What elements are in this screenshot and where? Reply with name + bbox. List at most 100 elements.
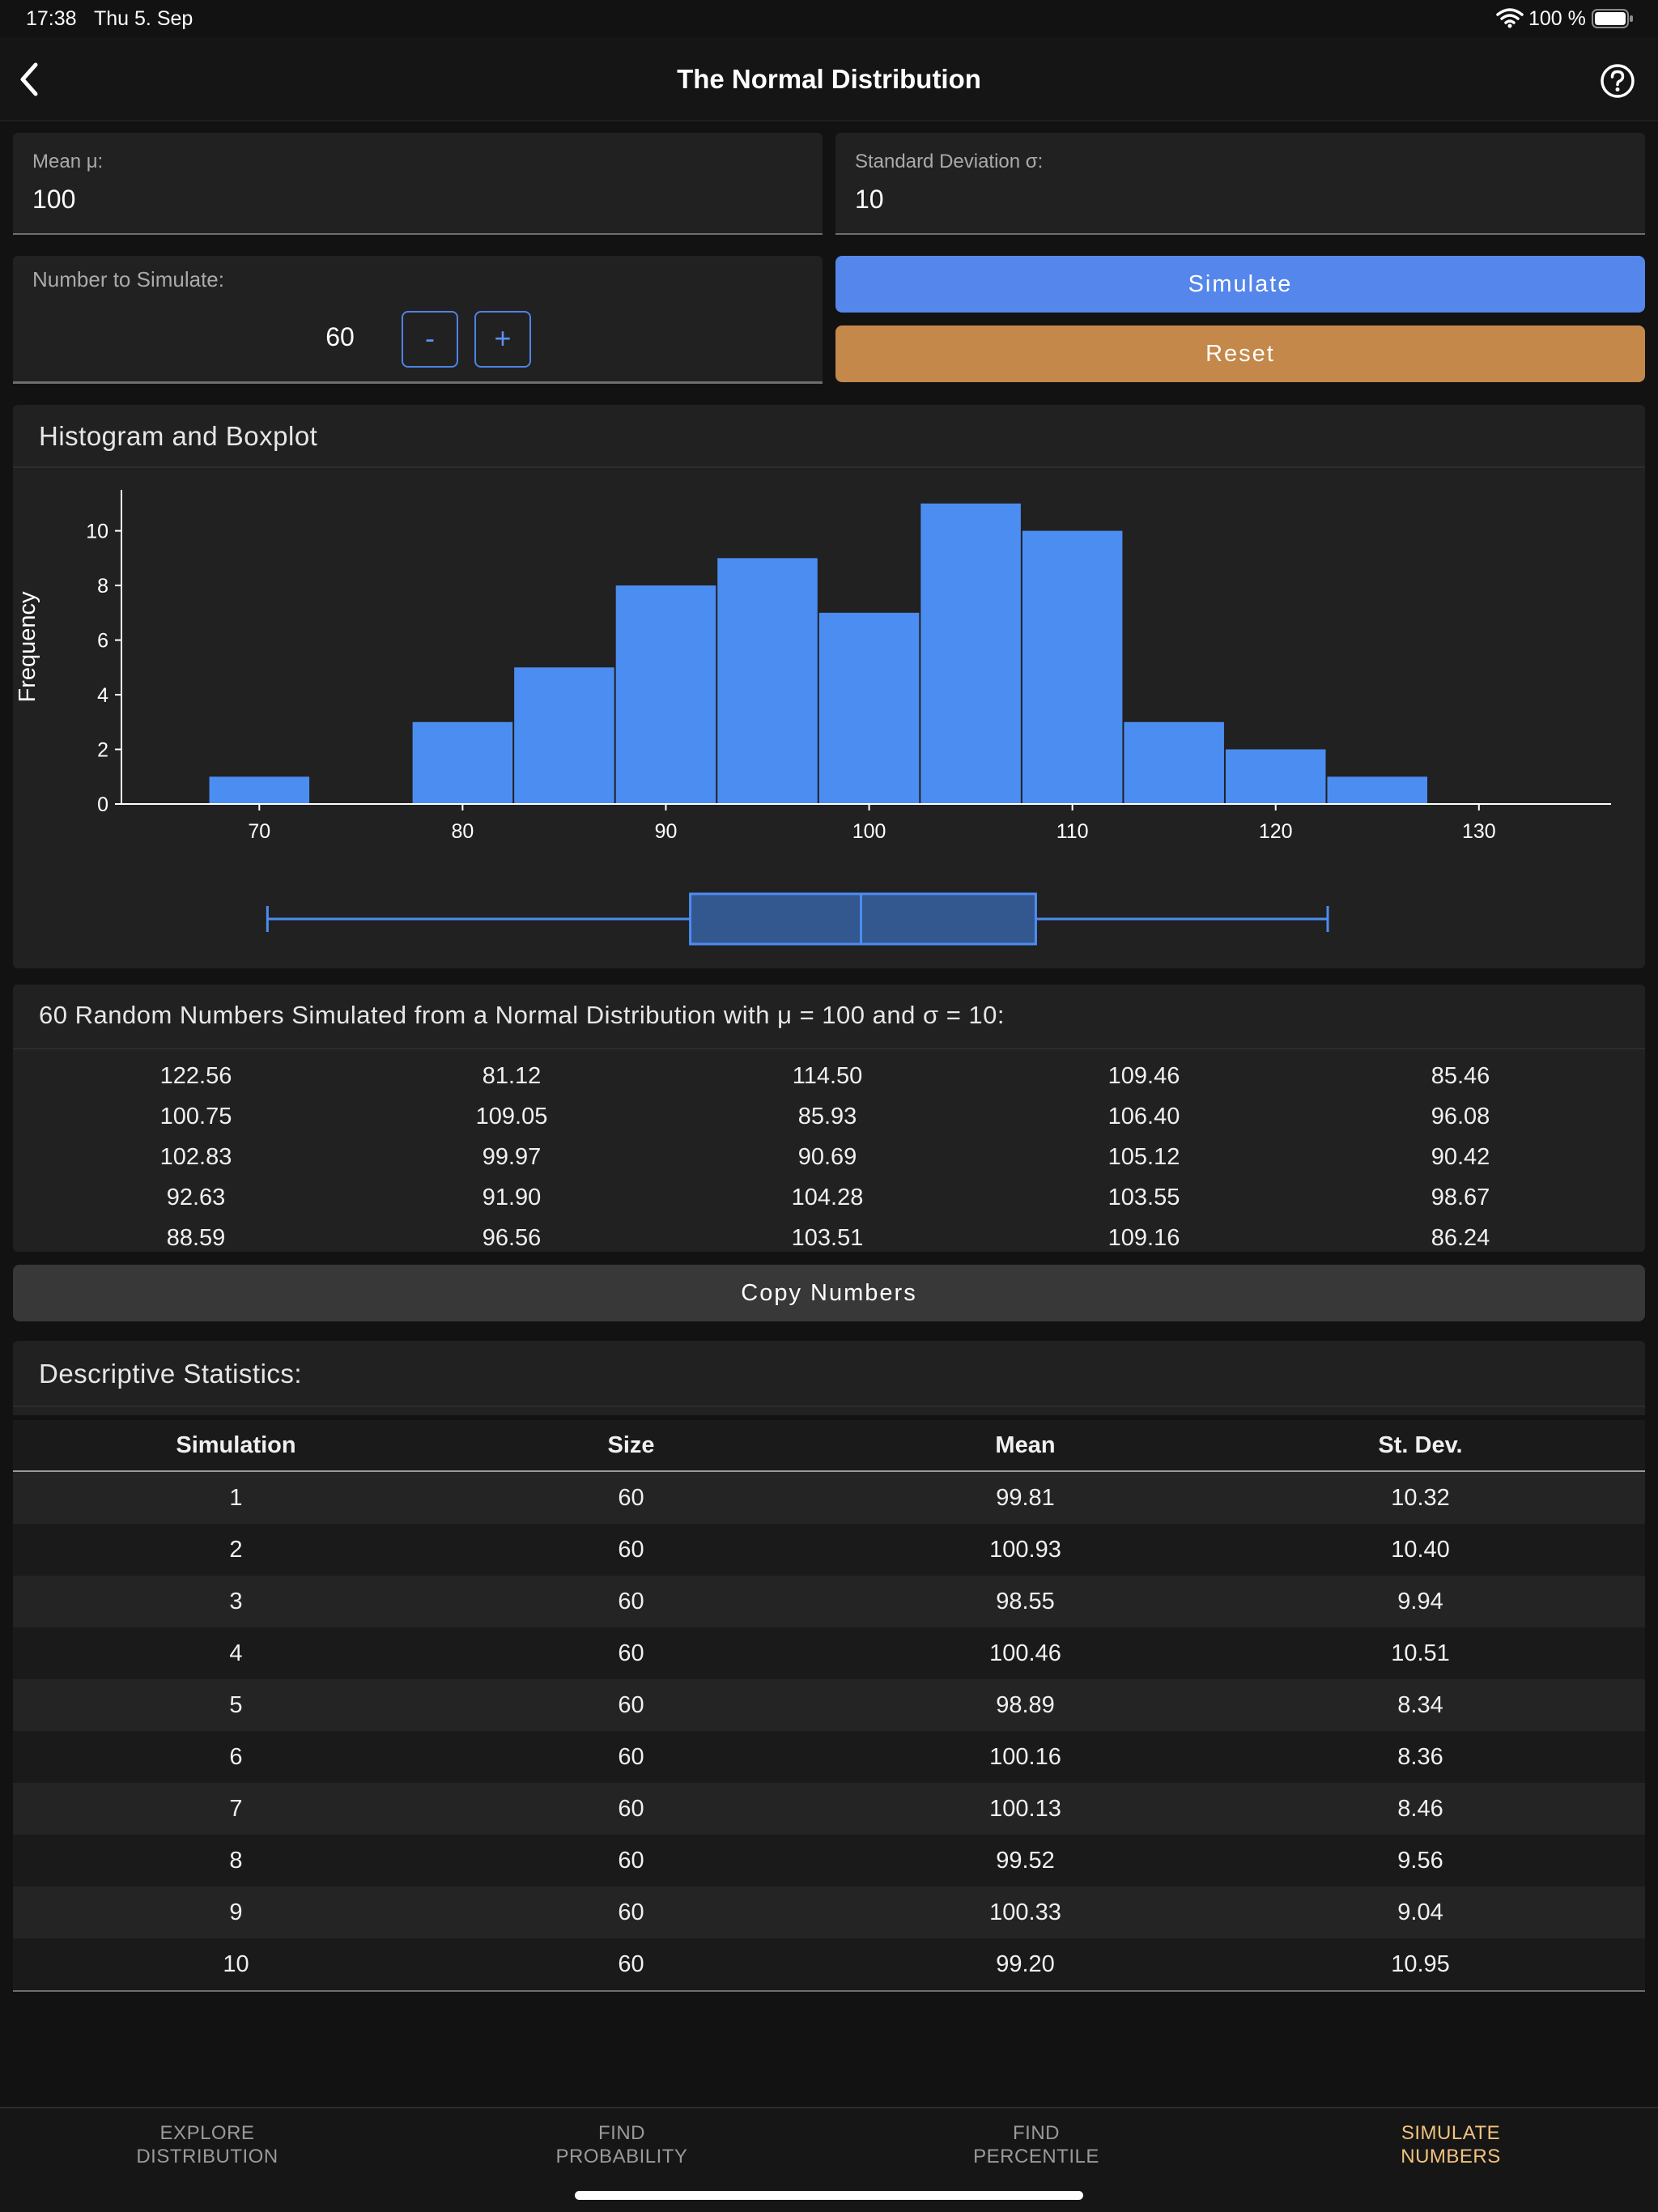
table-cell: 98.55 [996,1589,1055,1614]
decrement-button[interactable]: - [402,311,458,368]
sd-field[interactable]: Standard Deviation σ: 10 [835,133,1645,235]
table-row: 7 60 100.13 8.46 [13,1783,1645,1835]
x-tick-label: 80 [451,820,474,843]
table-row: 1 60 99.81 10.32 [13,1472,1645,1524]
mean-label: Mean μ: [32,151,104,172]
x-tick-label: 100 [852,820,886,843]
random-number: 92.63 [166,1185,226,1210]
histogram-title: Histogram and Boxplot [39,421,318,451]
histogram-bar [1124,721,1224,804]
table-cell: 100.13 [989,1796,1061,1822]
table-cell: 10.40 [1391,1537,1450,1563]
table-cell: 99.81 [996,1485,1055,1511]
sd-input[interactable]: 10 [855,185,884,214]
table-cell: 6 [229,1744,243,1770]
random-number: 109.05 [475,1104,548,1129]
random-number: 105.12 [1107,1144,1180,1170]
table-cell: 10 [223,1951,249,1977]
y-tick-label: 6 [97,630,108,653]
random-numbers-grid: 122.56 81.12 114.50 109.46 85.46 100.75 109.05… [13,1056,1645,1251]
table-cell: 9.94 [1397,1589,1443,1614]
table-cell: 100.93 [989,1537,1061,1563]
table-cell: 60 [618,1537,644,1563]
tab-find-percentile[interactable]: FIND PERCENTILE [829,2121,1244,2170]
tab-label-line2: DISTRIBUTION [136,2146,278,2167]
stats-column-header: St. Dev. [1378,1432,1463,1458]
tab-simulate-numbers[interactable]: SIMULATE NUMBERS [1244,2121,1658,2170]
back-button[interactable] [10,57,55,102]
stats-column-header: Mean [995,1432,1056,1458]
tab-label-line2: PERCENTILE [973,2146,1099,2167]
random-number: 114.50 [792,1063,863,1089]
random-number: 109.16 [1107,1225,1180,1251]
stats-column-header: Size [607,1432,655,1458]
random-number: 96.56 [482,1225,542,1251]
histogram-bar [920,503,1021,804]
number-value: 60 [325,322,355,351]
histogram-bar [818,612,920,804]
random-number: 103.55 [1107,1185,1180,1210]
table-cell: 8 [229,1848,243,1874]
table-cell: 60 [618,1640,644,1666]
table-cell: 60 [618,1899,644,1925]
table-cell: 60 [618,1589,644,1614]
random-number: 98.67 [1431,1185,1490,1210]
x-tick-label: 120 [1259,820,1293,843]
y-tick-label: 0 [97,793,108,816]
battery-icon [1592,9,1634,28]
table-row: 4 60 100.46 10.51 [13,1627,1645,1679]
table-row: 9 60 100.33 9.04 [13,1887,1645,1938]
table-cell: 8.34 [1397,1692,1443,1718]
copy-numbers-button[interactable]: Copy Numbers [13,1265,1645,1321]
tab-label-line2: PROBABILITY [555,2146,688,2167]
table-row: 3 60 98.55 9.94 [13,1576,1645,1627]
table-cell: 100.16 [989,1744,1061,1770]
tab-explore-distribution[interactable]: EXPLORE DISTRIBUTION [0,2121,414,2170]
histogram-panel: Histogram and Boxplot 70 80 90 100 110 120 130… [13,405,1645,968]
sd-label: Standard Deviation σ: [855,151,1044,172]
question-circle-icon [1601,64,1635,98]
divider [13,1406,1645,1407]
random-number: 100.75 [159,1104,232,1129]
status-date: Thu 5. Sep [94,7,193,30]
histogram-bar [1327,776,1428,804]
table-cell: 10.95 [1391,1951,1450,1977]
table-cell: 60 [618,1744,644,1770]
table-cell: 99.52 [996,1848,1055,1874]
table-cell: 100.33 [989,1899,1061,1925]
x-tick-label: 130 [1462,820,1496,843]
random-number: 102.83 [159,1144,232,1170]
table-cell: 7 [229,1796,243,1822]
random-number: 90.69 [797,1144,857,1170]
y-axis-label: Frequency [15,591,40,703]
stats-header-row: Simulation Size Mean St. Dev. [13,1420,1645,1470]
table-cell: 1 [229,1485,243,1511]
tab-label-line1: FIND [1013,2122,1060,2144]
random-number: 99.97 [482,1144,542,1170]
divider [13,466,1645,468]
tab-find-probability[interactable]: FIND PROBABILITY [414,2121,829,2170]
help-button[interactable] [1598,62,1637,100]
x-tick-label: 90 [655,820,678,843]
table-cell: 60 [618,1485,644,1511]
mean-field[interactable]: Mean μ: 100 [13,133,823,235]
reset-button[interactable]: Reset [835,325,1645,382]
table-cell: 98.89 [996,1692,1055,1718]
mean-input[interactable]: 100 [32,185,76,214]
increment-button[interactable]: + [474,311,531,368]
table-cell: 100.46 [989,1640,1061,1666]
status-bar: 17:38 Thu 5. Sep 100 % [0,0,1658,37]
random-number: 81.12 [482,1063,542,1089]
table-cell: 60 [618,1796,644,1822]
stats-column-header: Simulation [176,1432,296,1458]
simulate-button[interactable]: Simulate [835,256,1645,313]
table-row: 5 60 98.89 8.34 [13,1679,1645,1731]
y-tick-label: 4 [97,684,108,707]
table-cell: 60 [618,1848,644,1874]
table-row: 2 60 100.93 10.40 [13,1524,1645,1576]
table-cell: 9.56 [1397,1848,1443,1874]
divider [13,1048,1645,1049]
random-numbers-title: 60 Random Numbers Simulated from a Norma… [39,1001,1005,1029]
tab-label-line2: NUMBERS [1401,2146,1501,2167]
y-tick-label: 10 [86,521,108,543]
